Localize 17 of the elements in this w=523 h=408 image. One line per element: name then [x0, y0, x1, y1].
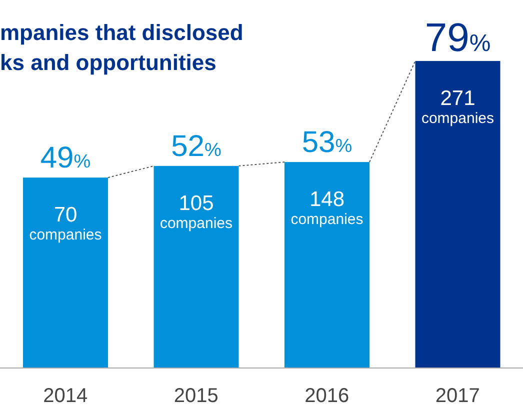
chart-title: mpanies that disclosed ks and opportunities — [0, 19, 244, 77]
data-label: 52% — [171, 130, 222, 163]
bar — [154, 166, 239, 368]
annotation: 105 companies — [160, 192, 233, 232]
data-label: 49% — [40, 142, 91, 175]
annotation: 271 companies — [421, 87, 494, 127]
x-tick-label: 2015 — [174, 385, 218, 408]
x-tick-label: 2016 — [304, 385, 350, 408]
data-label: 79% — [424, 16, 491, 60]
bar — [415, 61, 500, 368]
annotation: 70 companies — [29, 204, 102, 244]
annotation: 148 companies — [290, 188, 364, 228]
x-tick-label: 2014 — [43, 385, 88, 408]
bar — [23, 178, 108, 368]
bar — [284, 162, 370, 368]
data-label: 53% — [302, 126, 352, 160]
x-tick-label: 2017 — [435, 385, 480, 408]
